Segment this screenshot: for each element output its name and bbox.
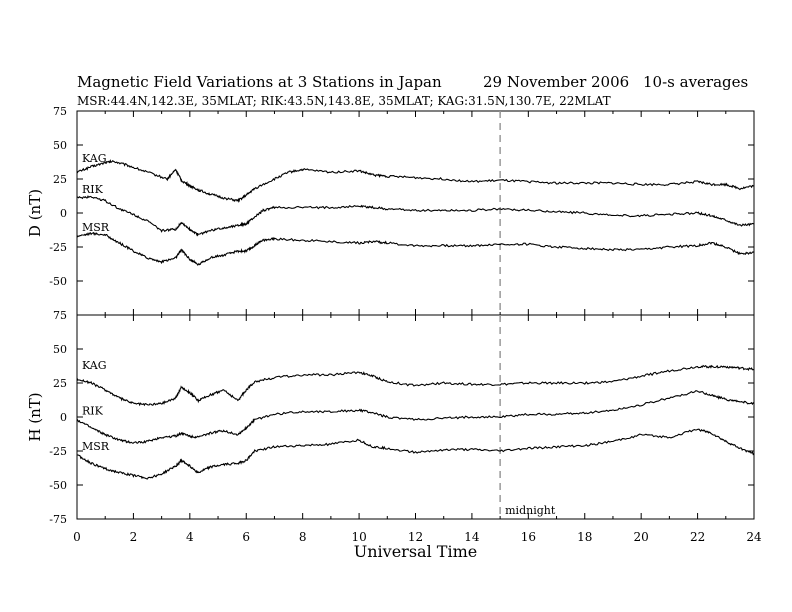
x-tick-label: 20	[634, 530, 649, 544]
x-tick-label: 22	[690, 530, 705, 544]
panel-frame-d	[76, 110, 755, 316]
averaging-label: 10-s averages	[643, 73, 749, 91]
y-tick-label-h: 50	[53, 343, 67, 356]
x-tick-label: 18	[577, 530, 592, 544]
series-label-kag-d: KAG	[82, 152, 107, 165]
y-tick-label-h: 75	[53, 309, 67, 322]
series-line-kag-h	[76, 364, 755, 407]
series-line-rik-d	[76, 195, 755, 237]
series-label-kag-h: KAG	[82, 359, 107, 372]
series-label-msr-h: MSR	[82, 440, 110, 453]
series-label-msr-d: MSR	[82, 221, 110, 234]
y-tick-label-h: -75	[49, 513, 67, 526]
x-tick-label: 14	[464, 530, 480, 544]
series-label-rik-h: RIK	[82, 405, 104, 418]
y-tick-label-d: -50	[49, 275, 67, 288]
series-label-rik-d: RIK	[82, 183, 104, 196]
y-tick-label-d: 0	[60, 207, 67, 220]
y-axis-label-h: H (nT)	[26, 392, 44, 441]
y-tick-label-d: 50	[53, 139, 67, 152]
series-line-msr-d	[76, 231, 755, 266]
y-tick-label-d: -25	[49, 241, 67, 254]
x-tick-label: 8	[299, 530, 307, 544]
x-tick-label: 16	[521, 530, 536, 544]
panel-frame-h	[76, 314, 755, 520]
x-axis-label: Universal Time	[354, 542, 477, 561]
x-tick-label: 24	[746, 530, 762, 544]
midnight-annotation: midnight	[505, 504, 556, 517]
y-tick-label-h: -25	[49, 445, 67, 458]
y-tick-label-h: -50	[49, 479, 67, 492]
x-tick-label: 2	[130, 530, 138, 544]
x-tick-label: 0	[73, 530, 81, 544]
chart-title: Magnetic Field Variations at 3 Stations …	[77, 73, 442, 91]
x-tick-label: 10	[351, 530, 366, 544]
y-tick-label-d: 25	[53, 173, 67, 186]
y-axis-label-d: D (nT)	[26, 189, 44, 237]
series-line-msr-h	[76, 428, 755, 480]
y-tick-label-h: 25	[53, 377, 67, 390]
date-label: 29 November 2006	[483, 73, 630, 91]
y-tick-label-h: 0	[60, 411, 67, 424]
series-line-rik-h	[76, 389, 755, 444]
x-tick-label: 12	[408, 530, 423, 544]
y-tick-label-d: 75	[53, 105, 67, 118]
x-tick-label: 6	[242, 530, 250, 544]
x-tick-label: 4	[186, 530, 194, 544]
series-line-kag-d	[76, 158, 755, 203]
stations-line: MSR:44.4N,142.3E, 35MLAT; RIK:43.5N,143.…	[77, 94, 611, 108]
